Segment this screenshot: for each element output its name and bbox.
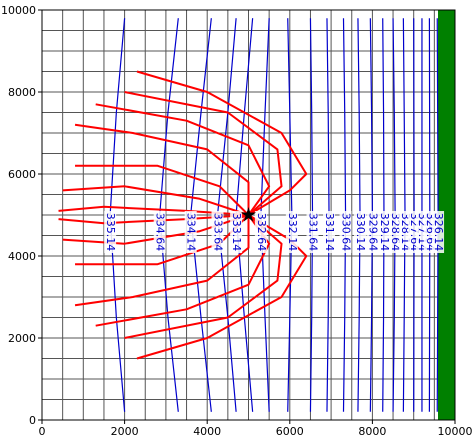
contour-label: 326.14: [432, 213, 445, 252]
x-tick-label: 6000: [276, 425, 304, 438]
x-tick-label: 10000: [438, 425, 473, 438]
contour-label: 329.14: [378, 213, 391, 252]
contour-label: 331.64: [307, 213, 320, 252]
contour-label: 330.14: [354, 213, 367, 252]
contour-label: 333.64: [212, 213, 225, 252]
contour-label: 329.64: [366, 213, 379, 252]
y-tick-label: 2000: [8, 332, 36, 345]
contour-label: 334.14: [185, 213, 198, 252]
y-tick-label: 6000: [8, 168, 36, 181]
contour-label: 332.64: [255, 213, 268, 252]
contour-label: 335.14: [104, 213, 117, 252]
y-tick-label: 0: [29, 414, 36, 427]
contour-label: 334.64: [154, 213, 167, 252]
y-tick-label: 10000: [1, 4, 36, 17]
x-tick-label: 0: [39, 425, 46, 438]
y-tick-label: 8000: [8, 86, 36, 99]
contour-label: 333.14: [230, 213, 243, 252]
contour-label: 331.14: [323, 213, 336, 252]
contour-label: 330.64: [340, 213, 353, 252]
contour-label: 332.14: [286, 213, 299, 252]
y-tick-label: 4000: [8, 250, 36, 263]
x-tick-label: 2000: [111, 425, 139, 438]
x-tick-label: 4000: [193, 425, 221, 438]
x-tick-label: 8000: [358, 425, 386, 438]
